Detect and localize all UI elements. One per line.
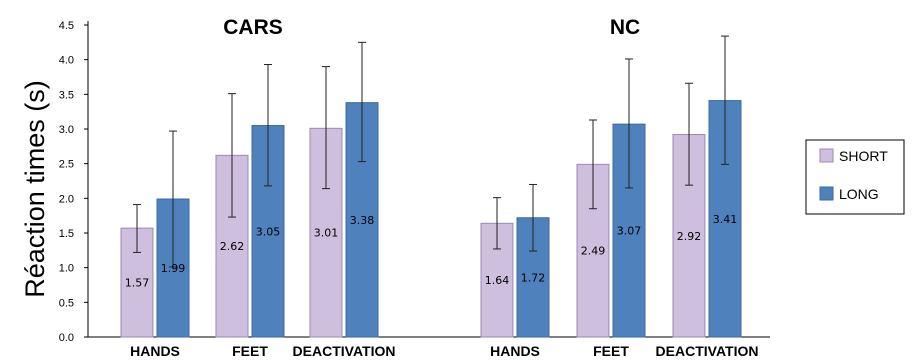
legend-label: LONG [839,186,879,202]
data-label: 2.62 [220,240,245,253]
data-label: 2.92 [677,230,702,243]
y-tick-label: 4.0 [59,55,74,67]
y-tick-label: 1.0 [59,263,74,275]
group-title: NC [610,16,640,39]
y-axis-title: Réaction times (s) [20,80,50,298]
y-tick-label: 3.5 [59,89,74,101]
data-label: 3.41 [713,213,738,226]
y-tick-label: 3.0 [59,124,74,136]
data-label: 1.64 [485,274,510,287]
y-tick-label: 1.5 [59,228,74,240]
legend-swatch [819,148,834,163]
data-label: 3.05 [256,225,281,238]
y-tick-label: 2.5 [59,159,74,171]
y-tick-label: 2.0 [59,193,74,205]
data-label: 3.07 [617,225,642,238]
data-label: 2.49 [581,245,606,258]
data-label: 3.01 [314,227,339,240]
category-label: HANDS [130,343,180,359]
y-tick-label: 4.5 [59,20,74,32]
category-label: FEET [232,343,268,359]
bars [120,35,742,338]
category-label: DEACTIVATION [293,343,396,359]
group-title: CARS [223,16,283,39]
data-label: 1.57 [125,277,150,290]
legend: SHORT LONG [805,139,905,215]
y-tick-label: 0.0 [59,332,74,344]
data-label: 1.99 [161,262,186,275]
category-label: HANDS [490,343,540,359]
legend-label: SHORT [839,148,888,164]
data-label: 1.72 [521,271,546,284]
legend-swatch [819,186,834,201]
y-tick-label: 0.5 [59,297,74,309]
category-label: DEACTIVATION [656,343,759,359]
labels: CARS HANDS 1.57 1.99 FEET 2.62 3.05 DEACTIVATIO… [125,16,759,359]
category-label: FEET [593,343,629,359]
axes: 0.0 0.5 1.0 1.5 2.0 2.5 3.0 3.5 4.0 4.5 Réaction t… [20,20,770,344]
data-label: 3.38 [350,214,375,227]
